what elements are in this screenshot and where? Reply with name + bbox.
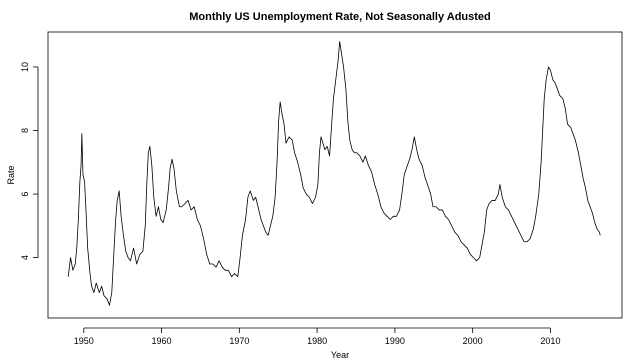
y-tick-label: 4 (20, 255, 30, 260)
chart-title: Monthly US Unemployment Rate, Not Season… (189, 11, 491, 23)
y-tick-label: 8 (20, 128, 30, 133)
y-axis-label: Rate (6, 165, 16, 184)
x-tick-label: 2000 (463, 336, 483, 346)
plot-frame (47, 31, 623, 319)
x-tick-label: 1970 (229, 336, 249, 346)
y-axis: 4 6 8 10 (20, 62, 39, 260)
x-tick-label: 1950 (74, 336, 94, 346)
x-tick-label: 1960 (152, 336, 172, 346)
y-tick-label: 6 (20, 192, 30, 197)
x-tick-label: 2010 (540, 336, 560, 346)
series-line (67, 41, 601, 306)
x-tick-label: 1990 (385, 336, 405, 346)
x-axis: 1950 1960 1970 1980 1990 2000 2010 (74, 327, 560, 346)
x-tick-label: 1980 (307, 336, 327, 346)
y-tick-label: 10 (20, 62, 30, 72)
x-axis-label: Year (331, 350, 349, 360)
